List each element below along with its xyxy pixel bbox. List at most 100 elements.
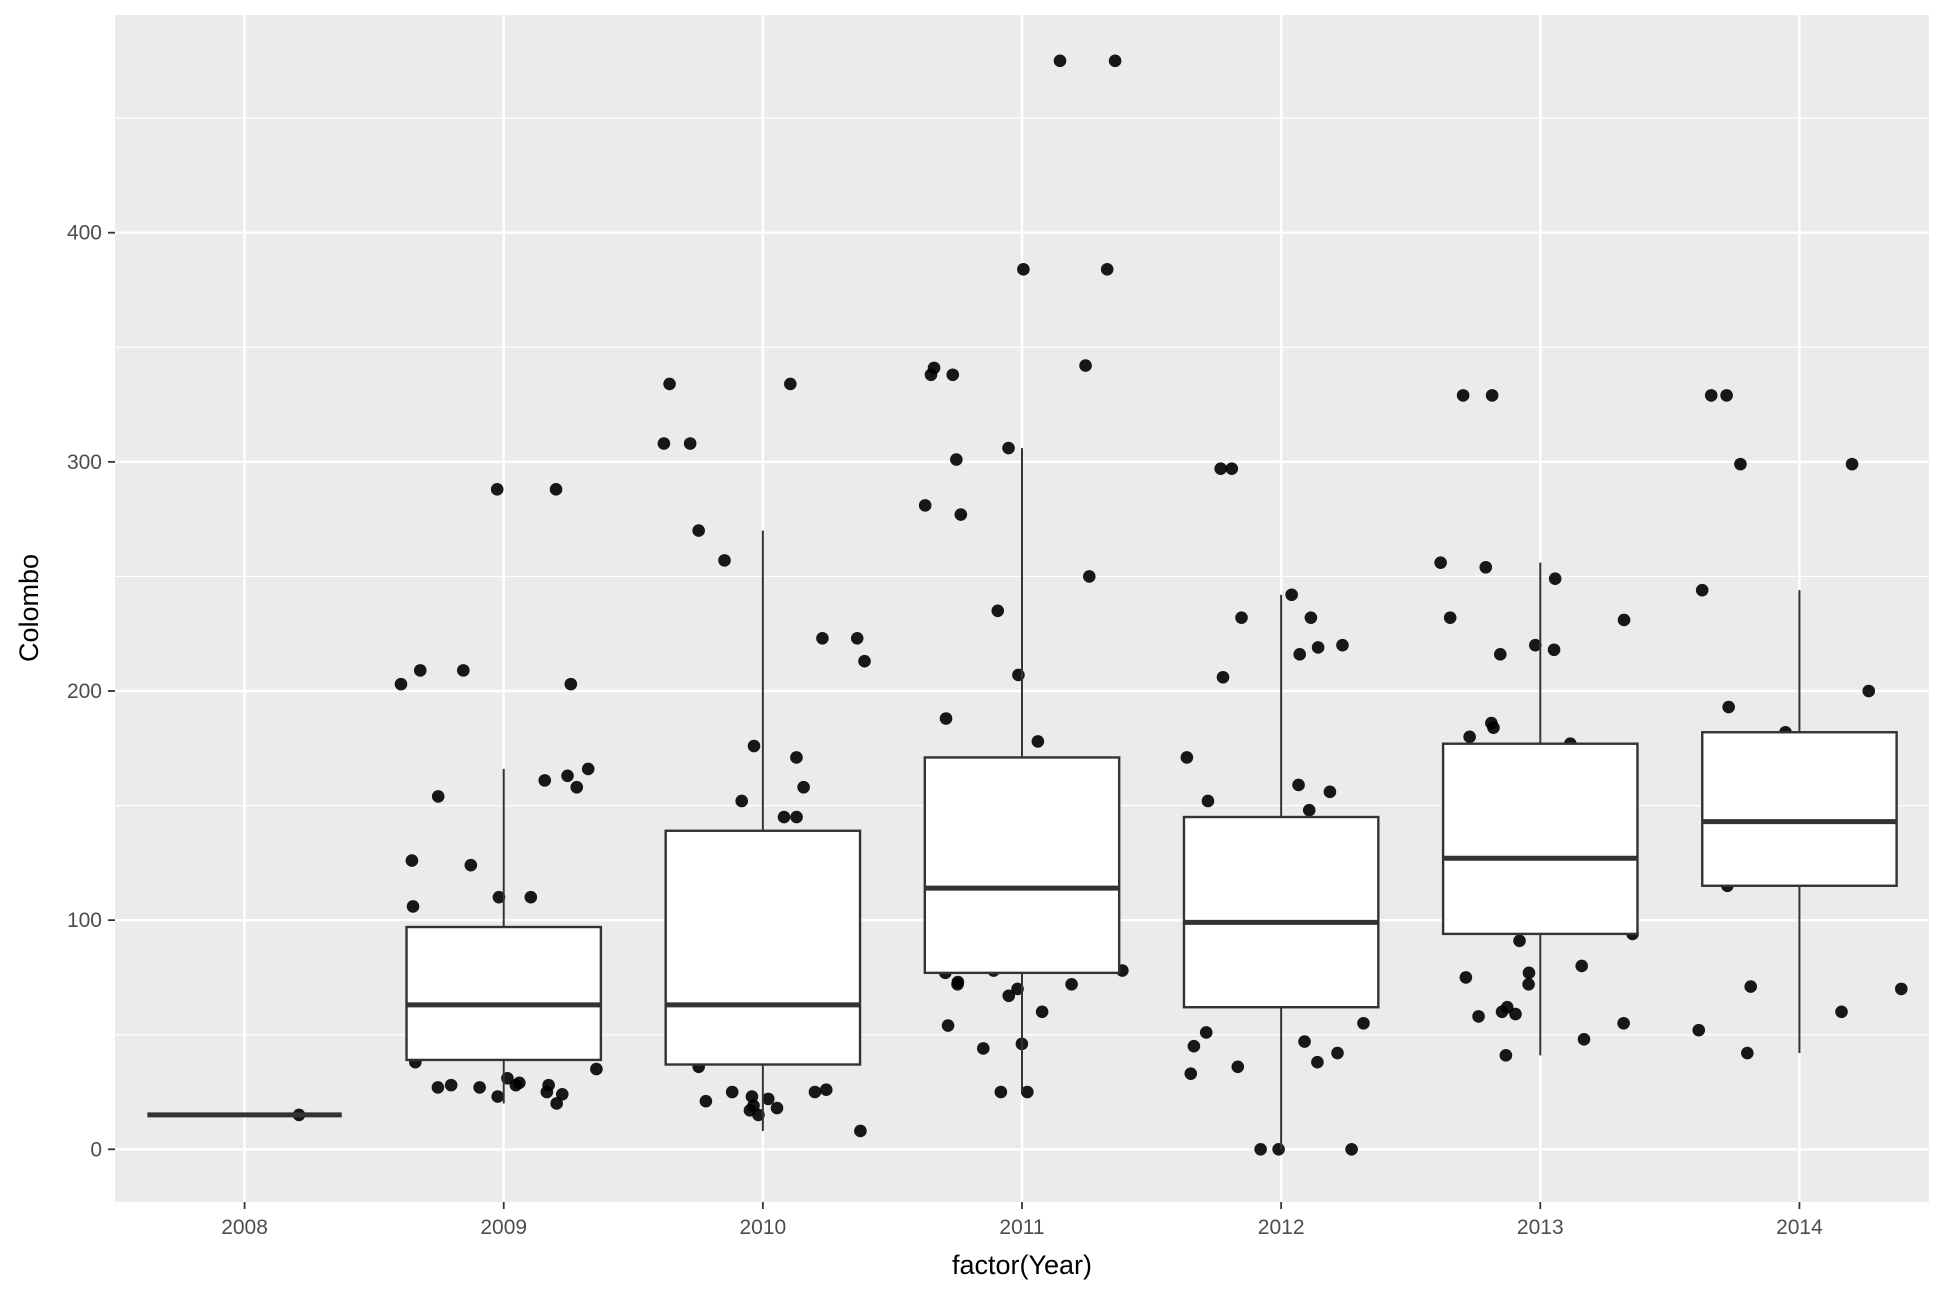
data-point	[954, 508, 968, 521]
x-tick-label: 2010	[739, 1216, 786, 1239]
data-point	[1298, 1035, 1311, 1048]
data-point	[784, 377, 797, 391]
data-point	[946, 368, 960, 382]
boxplot-2010	[664, 530, 862, 1131]
data-point	[692, 524, 705, 537]
data-point	[1547, 643, 1561, 657]
data-point	[538, 774, 552, 787]
data-point	[464, 858, 478, 872]
data-point	[816, 631, 829, 645]
data-point	[743, 1104, 757, 1117]
x-axis-ticks: 2008 2009 2010 2011 2012 2013 2014	[221, 1202, 1823, 1239]
data-point	[747, 739, 761, 753]
data-point	[1479, 560, 1493, 574]
data-point	[1017, 263, 1030, 276]
boxplots	[147, 448, 1898, 1150]
data-point	[561, 769, 574, 783]
data-point	[1734, 457, 1747, 471]
data-point	[1493, 648, 1507, 661]
data-point	[1002, 989, 1016, 1003]
data-point	[1079, 359, 1092, 372]
data-point	[1199, 1026, 1213, 1039]
data-point	[1311, 641, 1325, 654]
data-point	[1100, 263, 1114, 276]
data-point	[1053, 54, 1067, 68]
data-point	[1345, 1142, 1358, 1156]
data-point	[581, 762, 595, 776]
data-point	[918, 499, 932, 512]
data-point	[490, 483, 504, 496]
data-point	[761, 1092, 775, 1106]
iqr-box	[1441, 742, 1639, 936]
data-point	[549, 483, 563, 496]
data-point	[1704, 389, 1718, 402]
data-point	[1845, 457, 1859, 471]
data-point	[1031, 735, 1045, 748]
data-point	[1692, 1023, 1706, 1037]
boxplot-2011	[923, 448, 1121, 1093]
data-point	[413, 664, 427, 677]
x-tick-label: 2014	[1776, 1216, 1823, 1239]
data-point	[1184, 1067, 1198, 1080]
y-tick-label: 400	[67, 222, 102, 245]
data-point	[1216, 670, 1230, 684]
data-point	[797, 780, 810, 794]
data-point	[1292, 778, 1305, 792]
data-point	[1577, 1033, 1591, 1046]
x-tick-label: 2013	[1517, 1216, 1564, 1239]
data-point	[808, 1085, 822, 1099]
data-point	[1311, 1055, 1324, 1069]
data-point	[394, 677, 408, 691]
data-point	[854, 1124, 867, 1138]
data-point	[1485, 389, 1499, 402]
data-point	[1835, 1005, 1848, 1019]
data-point	[431, 790, 445, 803]
data-point	[570, 780, 584, 794]
data-point	[1529, 638, 1542, 652]
data-point	[431, 1081, 445, 1094]
data-point	[492, 890, 506, 904]
data-point	[1011, 982, 1024, 996]
data-point	[1304, 611, 1318, 624]
data-point	[1472, 1010, 1485, 1023]
data-point	[1617, 1016, 1630, 1030]
data-point	[1235, 611, 1248, 624]
data-point	[550, 1097, 563, 1110]
data-point	[991, 604, 1005, 618]
data-point	[1513, 934, 1526, 948]
data-point	[406, 900, 420, 913]
data-point	[542, 1078, 555, 1092]
data-point	[1293, 648, 1306, 661]
data-point	[405, 854, 419, 867]
data-point	[1285, 588, 1298, 602]
data-point	[1522, 966, 1536, 980]
data-point	[1020, 1085, 1034, 1099]
y-tick-label: 200	[67, 680, 102, 703]
data-point	[790, 810, 803, 824]
iqr-box	[664, 829, 862, 1066]
iqr-box	[1701, 731, 1898, 887]
data-point	[1509, 1007, 1522, 1021]
y-tick-label: 0	[90, 1138, 102, 1161]
data-point	[1741, 1046, 1754, 1060]
data-point	[1695, 583, 1709, 597]
iqr-box	[1182, 815, 1380, 1009]
data-point	[1456, 389, 1470, 402]
data-point	[683, 437, 697, 450]
data-point	[1722, 700, 1735, 714]
data-point	[524, 890, 538, 904]
data-point	[1357, 1016, 1370, 1030]
data-point	[1336, 638, 1349, 652]
data-point	[1331, 1046, 1344, 1060]
data-point	[718, 554, 731, 567]
x-axis-title: factor(Year)	[952, 1250, 1092, 1280]
x-tick-label: 2012	[1258, 1216, 1305, 1239]
data-point	[1443, 611, 1457, 624]
data-point	[1231, 1060, 1245, 1074]
data-point	[1201, 794, 1215, 808]
data-point	[994, 1085, 1008, 1099]
data-point	[663, 377, 676, 391]
data-point	[699, 1094, 713, 1108]
data-point	[735, 794, 749, 808]
